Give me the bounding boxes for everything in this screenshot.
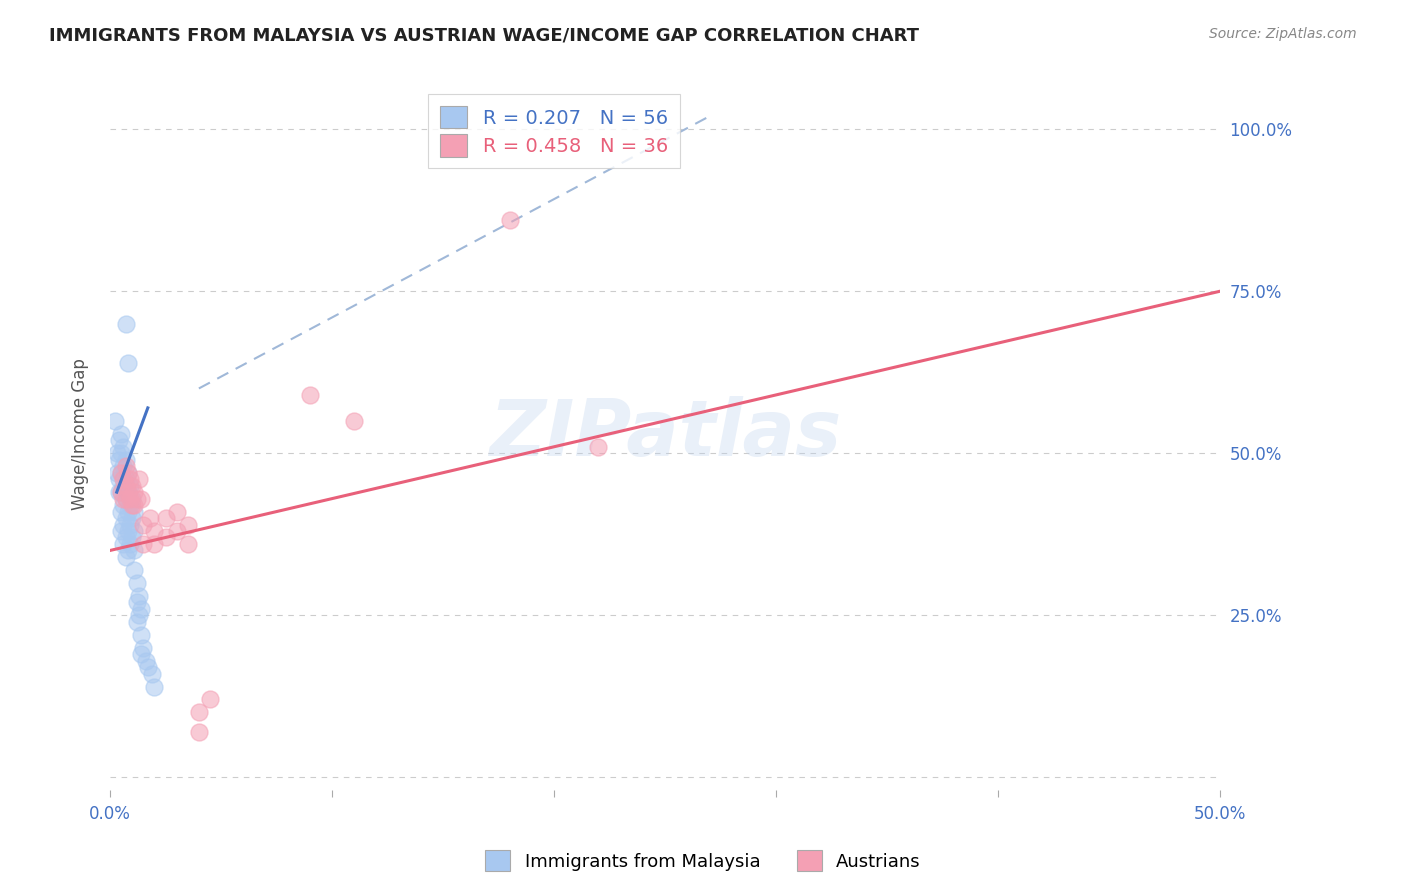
Point	[114, 511, 136, 525]
Point	[114, 531, 136, 545]
Point	[166, 524, 188, 538]
Text: ZIPatlas: ZIPatlas	[489, 396, 841, 472]
Point	[117, 466, 139, 480]
Point	[124, 498, 146, 512]
Point	[166, 505, 188, 519]
Point	[118, 478, 141, 492]
Point	[114, 491, 136, 506]
Point	[125, 575, 148, 590]
Point	[108, 452, 131, 467]
Point	[103, 414, 125, 428]
Point	[110, 524, 132, 538]
Point	[110, 426, 132, 441]
Point	[177, 537, 200, 551]
Point	[110, 505, 132, 519]
Point	[177, 517, 200, 532]
Point	[124, 543, 146, 558]
Point	[124, 524, 146, 538]
Point	[155, 531, 177, 545]
Legend: R = 0.207   N = 56, R = 0.458   N = 36: R = 0.207 N = 56, R = 0.458 N = 36	[429, 95, 679, 169]
Point	[110, 466, 132, 480]
Point	[124, 563, 146, 577]
Text: IMMIGRANTS FROM MALAYSIA VS AUSTRIAN WAGE/INCOME GAP CORRELATION CHART: IMMIGRANTS FROM MALAYSIA VS AUSTRIAN WAG…	[49, 27, 920, 45]
Point	[118, 517, 141, 532]
Point	[112, 537, 135, 551]
Point	[112, 478, 135, 492]
Point	[129, 647, 152, 661]
Point	[114, 491, 136, 506]
Point	[121, 511, 143, 525]
Point	[118, 491, 141, 506]
Point	[136, 660, 159, 674]
Point	[125, 595, 148, 609]
Point	[129, 601, 152, 615]
Point	[110, 485, 132, 500]
Point	[132, 537, 155, 551]
Point	[298, 388, 321, 402]
Point	[128, 589, 150, 603]
Point	[105, 446, 128, 460]
Point	[121, 498, 143, 512]
Point	[125, 491, 148, 506]
Point	[114, 472, 136, 486]
Point	[121, 531, 143, 545]
Point	[110, 446, 132, 460]
Point	[117, 485, 139, 500]
Point	[117, 485, 139, 500]
Point	[118, 537, 141, 551]
Point	[187, 724, 209, 739]
Point	[112, 472, 135, 486]
Point	[114, 452, 136, 467]
Point	[114, 317, 136, 331]
Point	[121, 478, 143, 492]
Point	[129, 491, 152, 506]
Point	[114, 478, 136, 492]
Point	[143, 537, 166, 551]
Point	[118, 498, 141, 512]
Point	[110, 485, 132, 500]
Point	[139, 511, 162, 525]
Point	[112, 459, 135, 474]
Point	[118, 472, 141, 486]
Point	[187, 706, 209, 720]
Legend: Immigrants from Malaysia, Austrians: Immigrants from Malaysia, Austrians	[478, 843, 928, 879]
Text: Source: ZipAtlas.com: Source: ZipAtlas.com	[1209, 27, 1357, 41]
Point	[117, 543, 139, 558]
Point	[125, 615, 148, 629]
Point	[117, 466, 139, 480]
Point	[198, 692, 221, 706]
Point	[132, 517, 155, 532]
Point	[124, 485, 146, 500]
Point	[117, 505, 139, 519]
Point	[143, 680, 166, 694]
Point	[132, 640, 155, 655]
Point	[135, 654, 157, 668]
Point	[112, 491, 135, 506]
Point	[114, 549, 136, 564]
Point	[117, 355, 139, 369]
Point	[141, 666, 163, 681]
Point	[128, 608, 150, 623]
Point	[105, 466, 128, 480]
Point	[343, 414, 366, 428]
Point	[112, 440, 135, 454]
Point	[155, 511, 177, 525]
Point	[121, 491, 143, 506]
Point	[588, 440, 610, 454]
Point	[128, 472, 150, 486]
Y-axis label: Wage/Income Gap: Wage/Income Gap	[72, 358, 89, 509]
Point	[108, 472, 131, 486]
Point	[108, 485, 131, 500]
Point	[108, 434, 131, 448]
Point	[112, 498, 135, 512]
Point	[129, 628, 152, 642]
Point	[124, 505, 146, 519]
Point	[110, 466, 132, 480]
Point	[143, 524, 166, 538]
Point	[498, 213, 520, 227]
Point	[114, 459, 136, 474]
Point	[112, 517, 135, 532]
Point	[117, 524, 139, 538]
